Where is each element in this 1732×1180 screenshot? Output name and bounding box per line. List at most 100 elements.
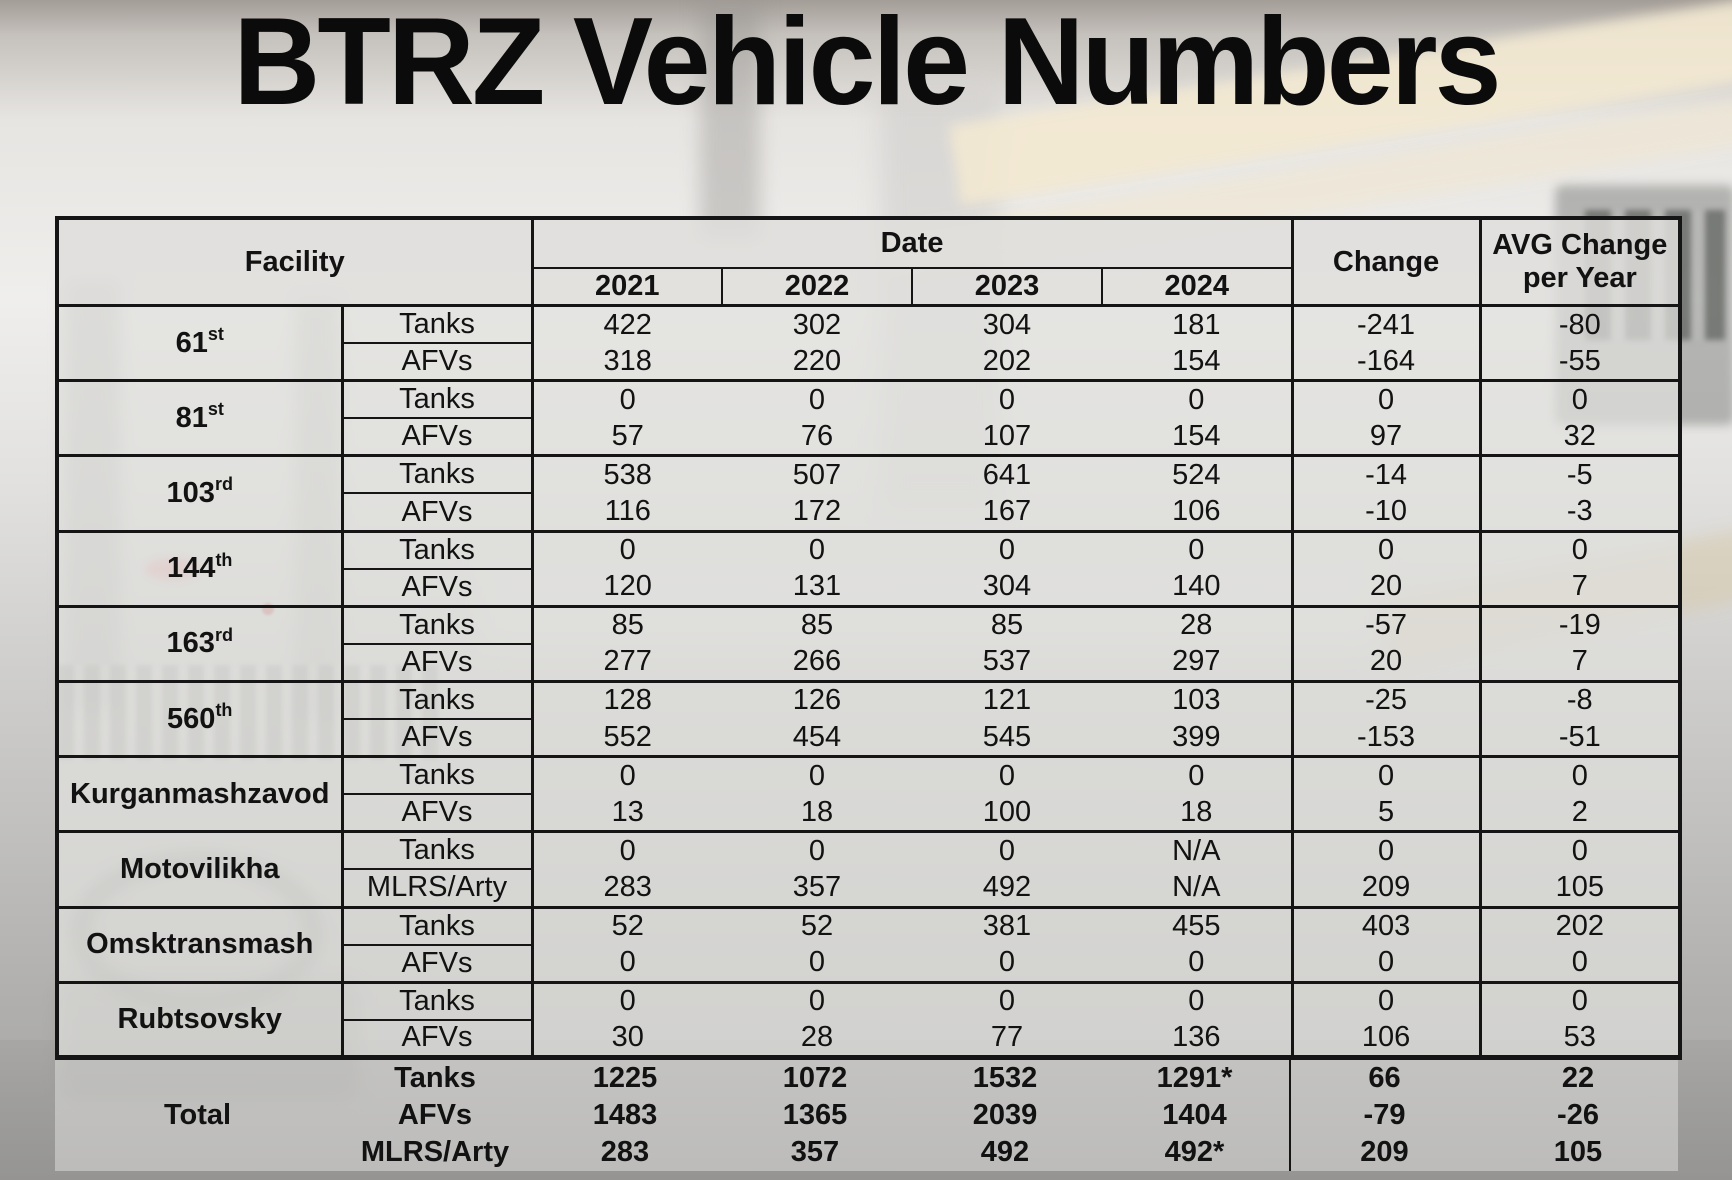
- year-value-cell: 220: [722, 343, 912, 381]
- avg-change-value-cell: -51: [1478, 719, 1681, 757]
- change-column-header: Change: [1290, 218, 1481, 307]
- year-header-2021: 2021: [531, 268, 723, 307]
- change-value-cell: -14: [1290, 454, 1481, 494]
- avg-change-value-cell: -5: [1478, 454, 1681, 494]
- facility-name: Rubtsovsky: [117, 1002, 282, 1035]
- avg-change-value-cell: -19: [1478, 604, 1681, 644]
- year-value-cell: 131: [722, 568, 912, 607]
- year-value-cell: 0: [722, 980, 912, 1020]
- avg-change-value-cell: 105: [1478, 869, 1681, 907]
- year-value-cell: 0: [532, 830, 722, 870]
- header-row-years: 2021 2022 2023 2024: [57, 268, 1680, 307]
- avg-change-value-cell: 2: [1478, 794, 1681, 832]
- year-value-cell: 538: [532, 454, 722, 494]
- vehicle-type-cell: AFVs: [342, 943, 534, 983]
- year-value-cell: 126: [722, 679, 912, 720]
- avg-change-value-cell: -8: [1478, 679, 1681, 720]
- facility-data-row: Rubtsovsky Tanks 0 0 0 0 0 0: [57, 980, 1681, 1058]
- avg-change-value-cell: -80: [1478, 304, 1681, 344]
- year-value-cell: 0: [912, 529, 1102, 569]
- year-value-cell: 545: [912, 719, 1102, 757]
- year-value-cell: 492: [912, 869, 1102, 907]
- change-value-cell: -57: [1290, 604, 1481, 644]
- vehicle-type-cell: Tanks: [342, 980, 534, 1020]
- avg-change-value-cell: 202: [1478, 905, 1681, 945]
- year-value-cell: 455: [1102, 905, 1293, 945]
- vehicle-type-cell: Tanks: [342, 454, 534, 494]
- vehicle-type-cell: AFVs: [342, 417, 534, 456]
- facility-ordinal: rd: [214, 474, 233, 495]
- total-type-cell: AFVs: [340, 1096, 530, 1134]
- total-year-value-cell: 283: [530, 1133, 720, 1171]
- facility-data-row: AFVs 552 454 545 399 -153 -51: [57, 718, 1681, 757]
- facility-data-row: 163rd Tanks 85 85 85 28 -57 -19: [57, 604, 1681, 682]
- year-value-cell: 0: [912, 944, 1102, 983]
- year-value-cell: 76: [722, 418, 912, 456]
- facility-name: 61: [175, 326, 208, 359]
- vehicle-type-cell: Tanks: [342, 905, 534, 945]
- facility-data-row: AFVs 318 220 202 154 -164 -55: [57, 342, 1681, 381]
- facility-name-cell: Kurganmashzavod: [57, 755, 344, 832]
- facility-data-row: AFVs 120 131 304 140 20 7: [57, 567, 1681, 607]
- year-value-cell: 399: [1102, 719, 1293, 757]
- year-value-cell: 140: [1102, 568, 1293, 607]
- year-value-cell: 0: [532, 944, 722, 983]
- avg-change-value-cell: 7: [1478, 643, 1681, 682]
- change-value-cell: 0: [1290, 830, 1481, 870]
- year-value-cell: 107: [912, 418, 1102, 456]
- avg-change-value-cell: 0: [1478, 944, 1681, 983]
- avg-change-column-header: AVG Change per Year: [1478, 218, 1681, 307]
- avg-change-value-cell: 0: [1478, 379, 1681, 419]
- vehicle-type-cell: Tanks: [342, 379, 534, 419]
- facility-data-row: Omsktransmash Tanks 52 52 381 455 403 202: [57, 905, 1681, 983]
- change-value-cell: 0: [1290, 980, 1481, 1020]
- facility-ordinal: st: [207, 399, 224, 420]
- year-value-cell: 154: [1102, 418, 1293, 456]
- year-value-cell: 100: [912, 794, 1102, 832]
- year-value-cell: 524: [1102, 454, 1293, 494]
- year-value-cell: 136: [1102, 1019, 1293, 1058]
- total-year-value-cell: 1225: [530, 1059, 720, 1097]
- total-year-value-cell: 1291*: [1100, 1059, 1290, 1097]
- total-avg-change-cell: -26: [1478, 1096, 1678, 1134]
- facility-data-row: 144th Tanks 0 0 0 0 0 0: [57, 529, 1681, 607]
- facility-data-row: AFVs 13 18 100 18 5 2: [57, 793, 1681, 832]
- year-value-cell: 18: [1102, 794, 1293, 832]
- facility-data-row: AFVs 277 266 537 297 20 7: [57, 642, 1681, 682]
- year-value-cell: 0: [912, 830, 1102, 870]
- total-type-cell: Tanks: [340, 1059, 530, 1097]
- year-value-cell: 167: [912, 493, 1102, 532]
- year-value-cell: 202: [912, 343, 1102, 381]
- year-value-cell: 85: [532, 604, 722, 644]
- year-value-cell: 283: [532, 869, 722, 907]
- year-value-cell: 381: [912, 905, 1102, 945]
- facility-name-cell: 81st: [57, 379, 344, 456]
- year-value-cell: 0: [912, 755, 1102, 795]
- vehicle-type-cell: Tanks: [342, 755, 534, 795]
- year-value-cell: N/A: [1102, 869, 1293, 907]
- year-value-cell: 318: [532, 343, 722, 381]
- avg-change-value-cell: 0: [1478, 980, 1681, 1020]
- total-avg-change-cell: 105: [1478, 1133, 1678, 1171]
- year-value-cell: 85: [722, 604, 912, 644]
- facility-name: 81: [175, 401, 208, 434]
- facility-name-cell: 61st: [57, 303, 344, 381]
- background-pole-shape: [700, 0, 760, 240]
- total-change-cell: 209: [1289, 1133, 1478, 1171]
- year-value-cell: 121: [912, 679, 1102, 720]
- vehicle-type-cell: AFVs: [342, 718, 534, 757]
- total-change-cell: 66: [1289, 1059, 1478, 1097]
- avg-change-value-cell: -55: [1478, 343, 1681, 381]
- year-value-cell: 357: [722, 869, 912, 907]
- vehicle-type-cell: AFVs: [342, 492, 534, 532]
- year-value-cell: 0: [722, 755, 912, 795]
- year-value-cell: 0: [722, 830, 912, 870]
- facility-data-row: 61st Tanks 422 302 304 181 -241 -80: [57, 303, 1681, 381]
- facility-data-row: Motovilikha Tanks 0 0 0 N/A 0 0: [57, 830, 1681, 907]
- facility-ordinal: rd: [214, 624, 233, 645]
- year-value-cell: 0: [1102, 944, 1293, 983]
- year-value-cell: 277: [532, 643, 722, 682]
- change-value-cell: 20: [1290, 643, 1481, 682]
- avg-change-value-cell: -3: [1478, 493, 1681, 532]
- year-value-cell: 0: [1102, 980, 1293, 1020]
